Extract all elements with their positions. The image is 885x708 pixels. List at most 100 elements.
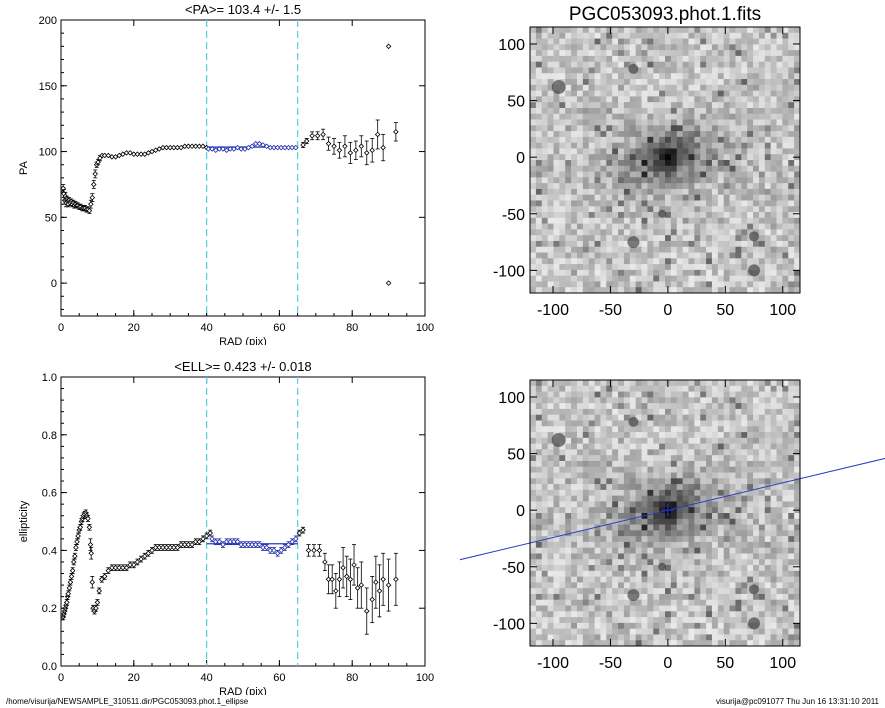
image-pixel	[594, 171, 601, 178]
image-pixel	[606, 107, 613, 115]
image-pixel	[729, 160, 736, 167]
image-pixel	[594, 460, 601, 468]
image-pixel	[623, 113, 631, 121]
image-pixel	[618, 287, 625, 294]
image-pixel	[547, 420, 554, 427]
image-pixel	[700, 611, 707, 618]
image-pixel	[588, 27, 596, 34]
image-pixel	[741, 229, 748, 236]
image-pixel	[770, 501, 778, 508]
data-point	[93, 605, 99, 611]
image-pixel	[541, 50, 549, 57]
image-pixel	[770, 269, 778, 277]
image-pixel	[782, 287, 789, 294]
image-pixel	[635, 414, 643, 421]
image-pixel	[729, 229, 736, 236]
image-pixel	[735, 553, 742, 560]
image-pixel	[753, 177, 760, 184]
image-pixel	[747, 385, 754, 393]
image-pixel	[606, 61, 613, 68]
image-pixel	[612, 125, 619, 132]
image-pixel	[647, 611, 654, 618]
image-pixel	[723, 32, 731, 40]
image-pixel	[565, 212, 572, 219]
image-pixel	[688, 588, 695, 595]
image-pixel	[665, 73, 672, 80]
image-pixel	[606, 599, 613, 607]
image-pixel	[764, 275, 772, 282]
image-pixel	[682, 478, 689, 485]
image-pixel	[711, 32, 719, 40]
image-pixel	[600, 287, 607, 294]
image-pixel	[782, 240, 789, 248]
image-pixel	[588, 391, 596, 398]
image-pixel	[735, 165, 742, 173]
image-pixel	[600, 541, 607, 549]
image-pixel	[576, 518, 584, 526]
image-pixel	[723, 212, 731, 219]
image-pixel	[764, 73, 772, 80]
image-pixel	[747, 73, 754, 80]
image-pixel	[735, 160, 742, 167]
image-pixel	[553, 96, 560, 103]
image-pixel	[676, 466, 684, 474]
image-pixel	[594, 177, 601, 184]
image-pixel	[665, 484, 672, 491]
image-pixel	[623, 460, 631, 468]
image-pixel	[764, 547, 772, 554]
image-pixel	[676, 194, 684, 201]
image-pixel	[776, 518, 783, 526]
image-pixel	[547, 136, 554, 144]
image-pixel	[565, 611, 572, 618]
image-pixel	[553, 212, 560, 219]
image-pixel	[653, 102, 660, 109]
image-pixel	[588, 518, 596, 526]
image-pixel	[676, 246, 684, 254]
image-pixel	[770, 50, 778, 57]
image-pixel	[706, 518, 713, 526]
image-pixel	[629, 136, 637, 144]
image-pixel	[659, 275, 666, 282]
image-pixel	[547, 269, 554, 277]
image-pixel	[694, 397, 701, 404]
image-pixel	[700, 541, 707, 549]
image-pixel	[735, 484, 742, 491]
image-pixel	[571, 576, 578, 583]
image-pixel	[782, 420, 789, 427]
data-point	[311, 547, 317, 554]
image-pixel	[764, 484, 772, 491]
image-pixel	[547, 617, 554, 624]
x-axis-label: RAD (pix)	[219, 686, 267, 695]
image-pixel	[776, 489, 783, 497]
image-pixel	[711, 131, 719, 138]
image-pixel	[635, 507, 643, 514]
image-pixel	[758, 553, 766, 560]
image-pixel	[647, 449, 654, 456]
image-pixel	[571, 171, 578, 178]
image-pixel	[600, 472, 607, 479]
image-pixel	[764, 524, 772, 531]
image-pixel	[541, 420, 549, 427]
image-pixel	[600, 107, 607, 115]
image-pixel	[623, 32, 631, 40]
image-pixel	[776, 414, 783, 421]
image-pixel	[594, 61, 601, 68]
image-pixel	[723, 559, 731, 566]
image-pixel	[629, 229, 637, 236]
image-pixel	[676, 432, 684, 439]
image-pixel	[565, 432, 572, 439]
image-pixel	[682, 217, 689, 225]
image-pixel	[717, 50, 725, 57]
image-pixel	[776, 466, 783, 474]
image-pixel	[535, 142, 543, 149]
fit-point	[282, 544, 288, 551]
image-pixel	[582, 235, 590, 242]
image-pixel	[741, 142, 748, 149]
image-pixel	[594, 553, 601, 560]
image-pixel	[723, 489, 731, 497]
image-pixel	[770, 188, 778, 196]
image-pixel	[530, 570, 537, 578]
image-pixel	[694, 113, 701, 121]
image-pixel	[723, 264, 731, 271]
image-pixel	[794, 408, 801, 416]
